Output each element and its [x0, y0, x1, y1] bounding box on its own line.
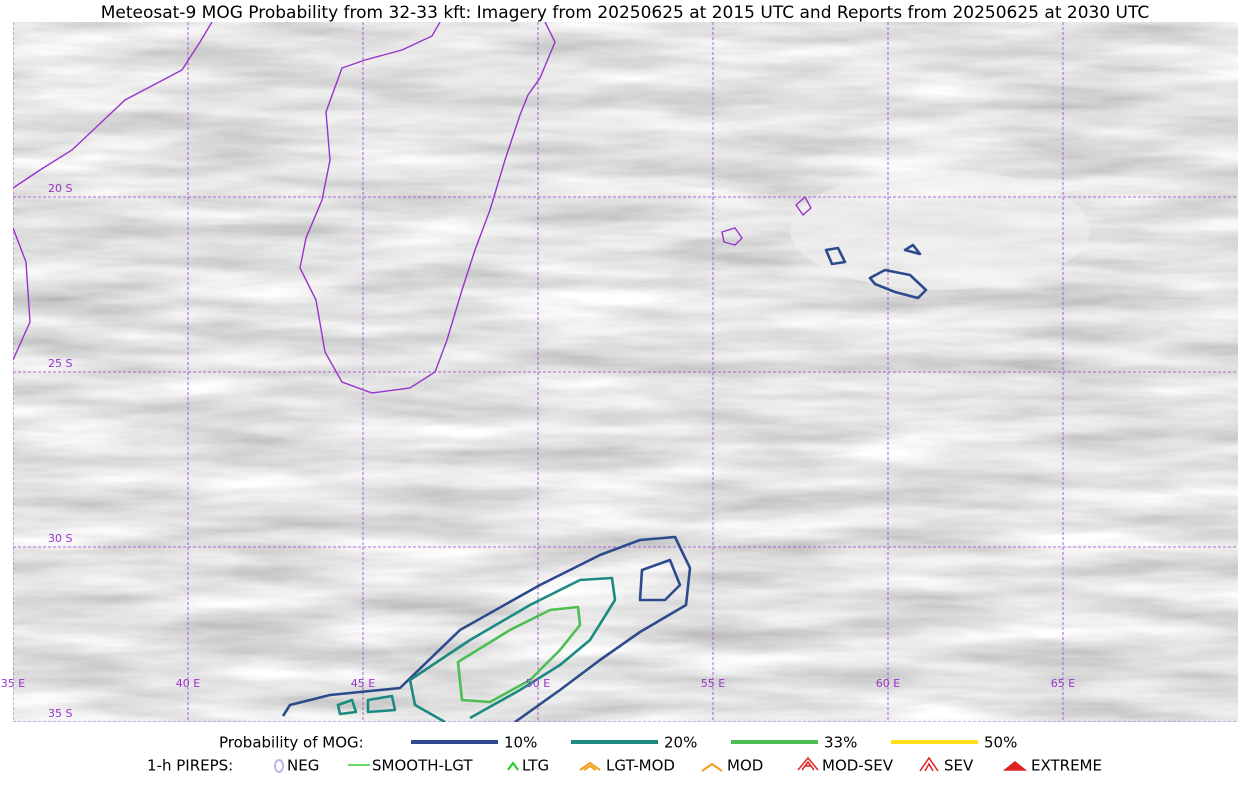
contour: [638, 558, 682, 602]
coastline: [13, 22, 213, 189]
contour: [336, 694, 397, 716]
lon-label: 55 E: [701, 677, 725, 690]
pirep-icon: [579, 761, 601, 771]
legend-entry: EXTREME: [1031, 757, 1102, 775]
legend-entry: SEV: [944, 757, 974, 775]
title: Meteosat-9 MOG Probability from 32-33 kf…: [101, 3, 1150, 23]
lat-label: 30 S: [48, 532, 72, 545]
legend-entry: NEG: [287, 757, 319, 775]
pirep-icon: [919, 756, 939, 772]
contour: [824, 243, 928, 300]
contour: [456, 605, 582, 704]
lon-label: 35 E: [1, 677, 25, 690]
legend-entry: MOD: [727, 757, 763, 775]
convective-cloud: [790, 170, 1090, 290]
contour: [408, 576, 617, 722]
lon-label: 45 E: [351, 677, 375, 690]
pirep-icon: [507, 761, 519, 771]
island: [795, 195, 812, 217]
legend-entry: 33%: [824, 734, 857, 752]
lon-label: 40 E: [176, 677, 200, 690]
coastline: [299, 22, 556, 394]
map: [13, 22, 1238, 722]
legend-label: 1-h PIREPS:: [147, 757, 233, 775]
legend-entry: 10%: [504, 734, 537, 752]
legend-entry: LGT-MOD: [606, 757, 675, 775]
legend-entry: MOD-SEV: [822, 757, 894, 775]
pirep-icon: [274, 759, 284, 773]
legend-entry: LTG: [522, 757, 549, 775]
legend: Probability of MOG: 10% 20% 33% 50% 1-h PIREP…: [147, 734, 1102, 775]
legend-label: Probability of MOG:: [219, 734, 364, 752]
lat-label: 25 S: [48, 357, 72, 370]
coastline: [13, 227, 31, 361]
pirep-icon: [797, 756, 819, 771]
lon-label: 60 E: [876, 677, 900, 690]
legend-entry: 50%: [984, 734, 1017, 752]
legend-entry: 20%: [664, 734, 697, 752]
island: [721, 227, 743, 246]
pirep-icon: [701, 762, 723, 772]
legend-entry: SMOOTH-LGT: [372, 757, 473, 775]
contour: [281, 535, 692, 722]
pirep-icon: [1002, 761, 1028, 771]
lat-label: 20 S: [48, 182, 72, 195]
lat-label: 35 S: [48, 707, 72, 720]
contours: [281, 243, 928, 722]
lon-label: 65 E: [1051, 677, 1075, 690]
lon-label: 50 E: [526, 677, 550, 690]
